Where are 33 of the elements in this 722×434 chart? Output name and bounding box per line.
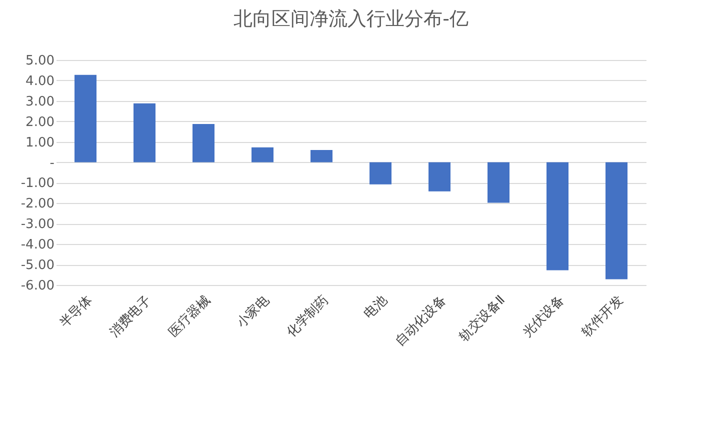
x-tick-label: 消费电子 <box>107 292 154 340</box>
bar <box>192 124 214 162</box>
y-tick-label: 2.00 <box>26 114 54 130</box>
y-tick-label: - <box>50 156 55 171</box>
bar <box>428 162 450 192</box>
x-tick-label: 半导体 <box>57 292 96 331</box>
y-tick-label: 4.00 <box>26 74 54 89</box>
y-tick-label: -5.00 <box>20 258 54 274</box>
y-tick-label: -3.00 <box>20 217 54 232</box>
chart-title: 北向区间净流入行业分布-亿 <box>234 8 468 30</box>
x-tick-label: 化学制药 <box>284 292 332 340</box>
y-tick-label: 5.00 <box>26 54 54 68</box>
y-tick-label: -2.00 <box>20 196 54 212</box>
bar <box>74 74 96 162</box>
bar <box>252 147 274 162</box>
y-tick-label: -1.00 <box>20 176 54 192</box>
y-tick-label: 3.00 <box>26 94 54 110</box>
y-tick-label: 1.00 <box>26 135 54 150</box>
y-tick-label: -6.00 <box>20 278 54 294</box>
x-tick-label: 光伏设备 <box>520 292 568 340</box>
y-tick-label: -4.00 <box>20 238 54 253</box>
bar <box>134 103 156 162</box>
x-tick-label: 小家电 <box>234 292 272 331</box>
bar <box>488 162 510 203</box>
x-tick-label: 轨交设备Ⅱ <box>456 292 508 345</box>
bar <box>606 162 628 280</box>
bar <box>546 162 568 270</box>
x-tick-label: 软件开发 <box>579 292 626 340</box>
bar <box>370 162 392 184</box>
bar <box>310 150 332 162</box>
x-tick-label: 医疗器械 <box>166 292 214 340</box>
x-tick-label: 自动化设备 <box>392 292 450 350</box>
x-tick-label: 电池 <box>361 292 390 322</box>
